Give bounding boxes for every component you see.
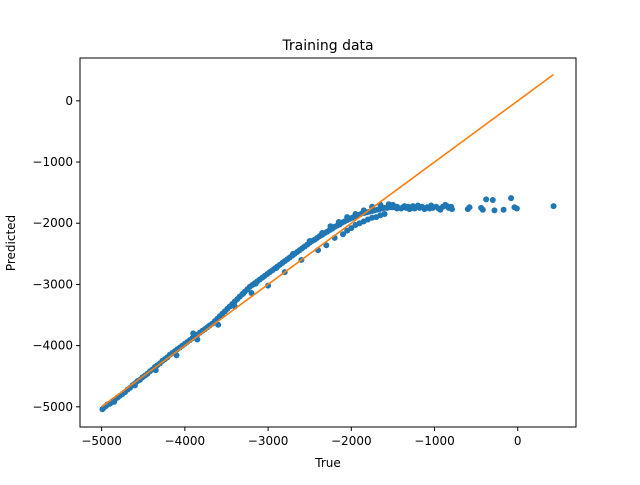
data-point xyxy=(111,398,118,405)
reference-line xyxy=(101,73,555,408)
y-tick-label: 0 xyxy=(65,94,73,108)
data-point xyxy=(489,196,496,203)
data-point xyxy=(252,280,259,287)
data-point xyxy=(508,195,515,202)
data-point xyxy=(449,206,455,213)
y-tick-label: −2000 xyxy=(32,216,73,230)
x-axis-label: True xyxy=(314,456,341,470)
data-point xyxy=(306,237,313,244)
x-axis-ticks: −5000 −4000 −3000 −2000 −1000 0 xyxy=(81,427,522,448)
chart-title: Training data xyxy=(281,38,373,54)
data-point xyxy=(323,242,330,249)
data-point xyxy=(394,205,401,212)
data-point xyxy=(190,330,197,337)
plot-area xyxy=(79,57,577,428)
data-point xyxy=(348,225,355,232)
data-point xyxy=(479,206,486,213)
data-point xyxy=(240,290,247,297)
x-tick-label: −2000 xyxy=(331,434,372,448)
x-tick-label: −4000 xyxy=(165,434,206,448)
data-point xyxy=(389,201,396,208)
y-tick-label: −1000 xyxy=(32,155,73,169)
reference-line-layer xyxy=(101,73,555,408)
y-tick-label: −3000 xyxy=(32,277,73,291)
x-tick-label: 0 xyxy=(514,434,522,448)
data-point xyxy=(491,207,498,214)
data-point xyxy=(500,206,507,213)
data-point xyxy=(319,230,326,237)
data-point xyxy=(173,352,180,359)
data-point xyxy=(466,204,473,211)
data-point xyxy=(550,203,557,210)
data-point xyxy=(215,321,222,328)
data-point xyxy=(352,211,359,218)
data-point xyxy=(273,264,280,271)
data-point xyxy=(327,223,334,230)
data-point xyxy=(339,231,346,238)
axes-frame xyxy=(79,57,577,428)
data-point xyxy=(248,289,255,296)
y-axis-ticks: −5000 −4000 −3000 −2000 −1000 0 xyxy=(32,94,80,414)
x-tick-label: −3000 xyxy=(248,434,289,448)
data-point xyxy=(360,207,367,214)
x-tick-label: −1000 xyxy=(414,434,455,448)
data-point xyxy=(344,214,351,221)
y-axis-label: Predicted xyxy=(4,215,18,271)
x-tick-label: −5000 xyxy=(81,434,122,448)
data-point xyxy=(335,219,342,225)
y-tick-label: −4000 xyxy=(32,339,73,353)
y-tick-label: −5000 xyxy=(32,400,73,414)
data-point xyxy=(381,211,388,218)
data-point xyxy=(290,250,297,257)
data-point xyxy=(513,205,520,212)
data-point xyxy=(483,196,490,203)
